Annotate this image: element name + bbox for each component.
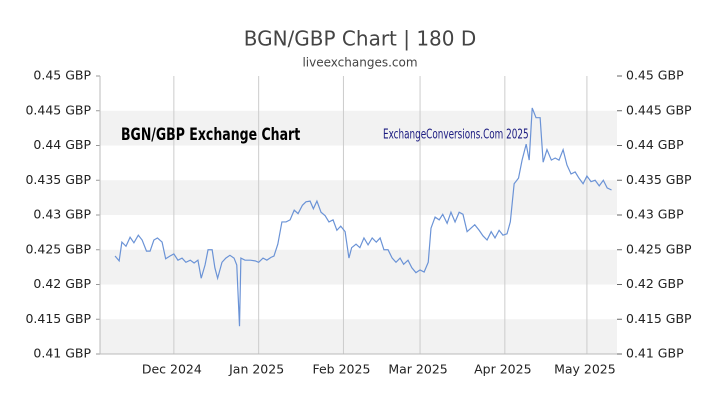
y2-tick-label: 0.415 GBP — [626, 311, 692, 326]
y-tick-label: 0.44 GBP — [33, 137, 91, 152]
x-tick-label: May 2025 — [554, 362, 616, 377]
y2-tick-label: 0.45 GBP — [626, 68, 684, 83]
y-tick-label: 0.45 GBP — [33, 68, 91, 83]
x-tick-label: Feb 2025 — [312, 362, 370, 377]
y2-tick-label: 0.445 GBP — [626, 102, 692, 117]
x-tick-label: Mar 2025 — [388, 362, 447, 377]
y2-tick-label: 0.43 GBP — [626, 207, 684, 222]
series-line — [114, 107, 612, 327]
grid-band — [100, 319, 617, 354]
x-tick-label: Apr 2025 — [474, 362, 531, 377]
annotation: BGN/GBP Exchange Chart — [121, 125, 300, 145]
x-tick-label: Jan 2025 — [228, 362, 284, 377]
y2-tick-label: 0.41 GBP — [626, 346, 684, 361]
grid-band — [100, 249, 617, 285]
grid-band — [100, 180, 617, 215]
y2-tick-label: 0.425 GBP — [626, 241, 692, 256]
plot-bands — [100, 110, 617, 354]
y-tick-label: 0.41 GBP — [33, 346, 91, 361]
y2-tick-label: 0.435 GBP — [626, 172, 692, 187]
chart-title: BGN/GBP Chart | 180 D — [244, 27, 477, 51]
y2-tick-label: 0.44 GBP — [626, 137, 684, 152]
y-tick-label: 0.425 GBP — [25, 241, 91, 256]
y2-tick-label: 0.42 GBP — [626, 276, 684, 291]
y-tick-label: 0.415 GBP — [25, 311, 91, 326]
annotation: ExchangeConversions.Com 2025 — [383, 127, 529, 142]
x-tick-label: Dec 2024 — [142, 362, 202, 377]
chart-subtitle: liveexchanges.com — [302, 56, 417, 70]
y-tick-label: 0.435 GBP — [25, 172, 91, 187]
y-tick-label: 0.43 GBP — [33, 207, 91, 222]
y-tick-label: 0.445 GBP — [25, 102, 91, 117]
y-tick-label: 0.42 GBP — [33, 276, 91, 291]
